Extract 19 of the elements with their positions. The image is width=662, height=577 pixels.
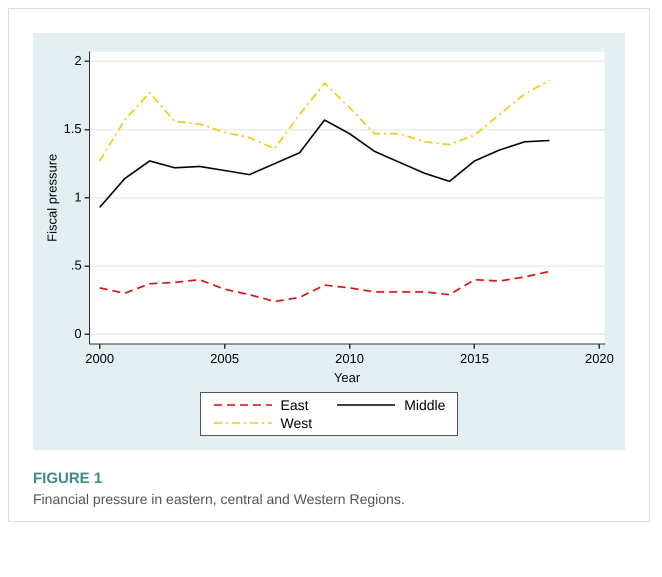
y-tick-label: 1.5 (64, 121, 82, 136)
y-tick-label: 0 (74, 326, 82, 341)
legend-label: Middle (404, 397, 446, 413)
legend-label: East (280, 397, 309, 413)
y-tick-label: .5 (70, 258, 82, 273)
line-series (98, 80, 550, 162)
text: Financial pressure in eastern, central and Western Regions. (33, 491, 406, 507)
y-tick-label: 2 (74, 52, 82, 68)
y-tick-label: 1 (74, 189, 82, 204)
text: FIGURE 1 (33, 470, 104, 487)
x-tick-label: 2020 (584, 351, 614, 366)
y-axis-title: Fiscal pressure (44, 154, 60, 242)
line-series (98, 270, 550, 302)
x-tick-label: 2005 (210, 351, 240, 366)
x-tick-label: 2000 (85, 351, 114, 366)
x-tick-label: 2010 (335, 351, 364, 366)
legend-label: West (280, 415, 312, 431)
x-tick-label: 2015 (460, 351, 489, 366)
x-axis-title: Year (334, 370, 361, 385)
